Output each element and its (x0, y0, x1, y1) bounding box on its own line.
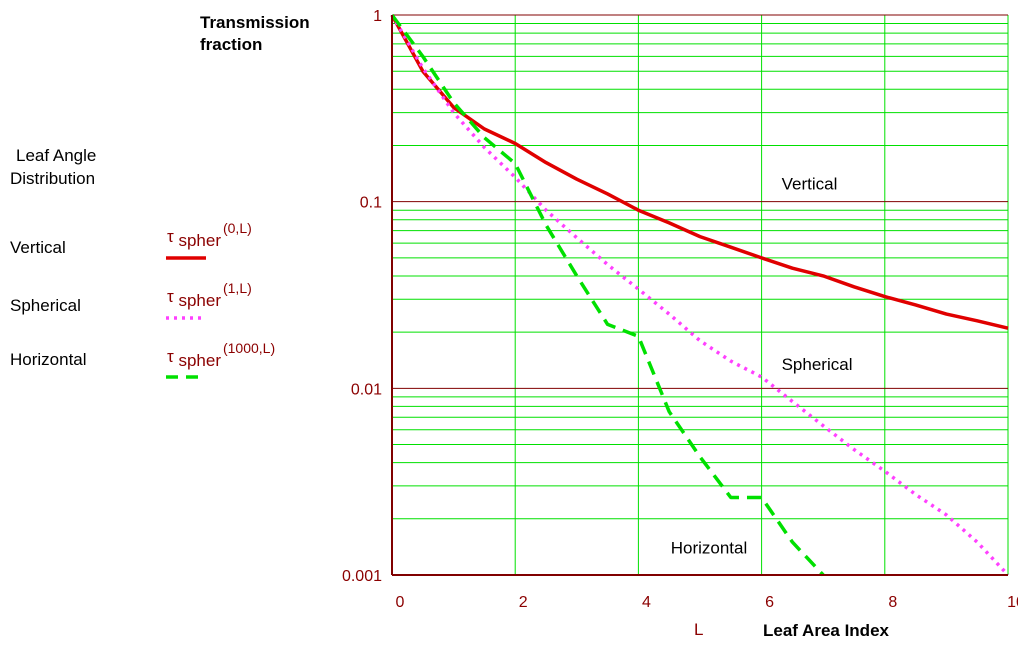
formula-sub: spher (178, 291, 221, 310)
y-tick-label: 0.1 (360, 195, 382, 212)
series-line-horizontal (390, 13, 825, 577)
formula-name: τ (167, 287, 174, 306)
formula-sub: spher (178, 351, 221, 370)
y-axis-label-line2: fraction (200, 35, 263, 54)
annotations: Vertical Spherical Horizontal (671, 175, 853, 558)
y-tick-label: 0.001 (342, 568, 382, 585)
formula-args: (0,L) (222, 220, 252, 236)
legend-swatch-spherical (166, 316, 206, 320)
formula-args: (1000,L) (222, 340, 276, 356)
frame-layer (391, 15, 1008, 576)
y-tick-label: 0.01 (351, 381, 382, 398)
annotation-label: Vertical (782, 175, 838, 194)
series-layer (390, 13, 1010, 577)
legend-label-horizontal: Horizontal (10, 350, 87, 369)
x-tick-label: 0 (396, 594, 405, 611)
formula-sub: spher (178, 231, 221, 250)
x-axis-variable-label: L (694, 620, 704, 639)
tick-labels: 0 2 4 6 8 10 0.001 0.01 0.1 1 (342, 8, 1018, 611)
x-tick-label: 8 (888, 594, 897, 611)
legend-swatch-horizontal (166, 375, 206, 379)
x-tick-label: 4 (642, 594, 651, 611)
formula-name: τ (167, 347, 174, 366)
y-tick-label: 1 (373, 8, 382, 25)
legend-formula-horizontal: τ spher(1000,L) (167, 340, 275, 371)
x-tick-label: 2 (519, 594, 528, 611)
formula-args: (1,L) (222, 280, 252, 296)
y-axis-label-line1: Transmission (200, 13, 310, 32)
annotation-label: Spherical (782, 355, 853, 374)
legend-formula-spherical: τ spher(1,L) (167, 280, 252, 311)
x-tick-label: 10 (1007, 594, 1018, 611)
legend-heading-line2: Distribution (10, 169, 96, 188)
formula-name: τ (167, 227, 174, 246)
x-axis-label: Leaf Area Index (763, 621, 889, 640)
legend-label-spherical: Spherical (10, 296, 81, 315)
series-line-spherical (390, 14, 1010, 577)
legend-label-vertical: Vertical (10, 238, 66, 257)
legend-swatch-vertical (166, 256, 206, 260)
legend-formula-vertical: τ spher(0,L) (167, 220, 252, 251)
series-line-vertical (390, 14, 1009, 330)
grid (391, 14, 1009, 576)
legend-heading-line1: Leaf Angle (16, 146, 97, 165)
x-tick-label: 6 (765, 594, 774, 611)
annotation-label: Horizontal (671, 539, 748, 558)
